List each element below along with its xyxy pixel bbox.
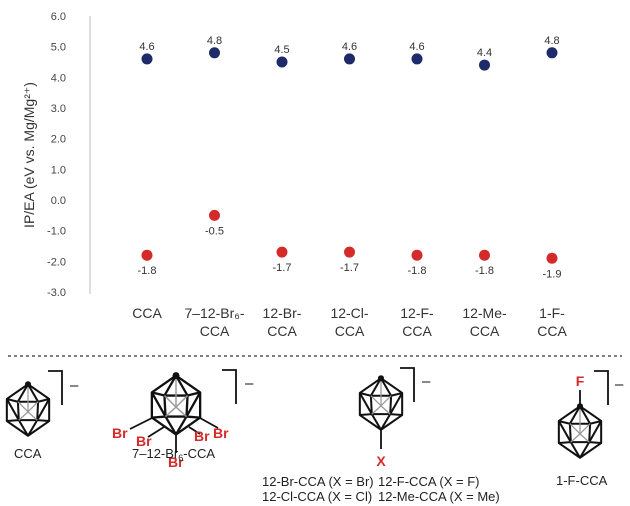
y-tick-label: 3.0	[51, 103, 66, 115]
y-axis: 6.0 5.0 4.0 3.0 2.0 1.0 0.0 -1.0 -2.0 -3.0 IP/EA …	[21, 11, 91, 299]
structure-cca: – CCA	[5, 370, 79, 461]
data-point	[479, 59, 490, 71]
data-point	[479, 249, 490, 261]
x-tick-label: 7–12-Br₆-CCA	[184, 305, 244, 339]
data-point	[209, 209, 220, 221]
substituent-br: Br	[194, 428, 210, 444]
data-label: -1.7	[340, 262, 359, 274]
carborane-cage-icon	[5, 380, 51, 437]
substituent-f: F	[576, 373, 585, 389]
structure-1-f-cca: F – 1-F-CCA	[556, 370, 624, 488]
br-substituent-labels: Br Br Br Br Br	[112, 425, 229, 470]
data-label: 4.6	[139, 41, 154, 53]
x-tick-label: 1-F-CCA	[537, 305, 567, 339]
x-tick-label: 12-F-CCA	[400, 305, 434, 339]
x-tick-labels: CCA 7–12-Br₆-CCA 12-Br-CCA 12-Cl-CCA 12-F-CC…	[132, 305, 567, 339]
carborane-cage-icon	[150, 370, 202, 436]
substituent-x: X	[376, 453, 386, 469]
data-label: 4.4	[477, 47, 492, 59]
y-tick-label: -3.0	[47, 287, 66, 299]
data-point	[276, 246, 288, 258]
structure-caption-br6-cca: 7–12-Br6-CCA	[132, 446, 215, 463]
carborane-cage-icon	[358, 374, 404, 431]
charge-bracket-icon	[400, 367, 415, 402]
y-tick-label: -1.0	[47, 226, 66, 238]
data-points	[141, 47, 558, 264]
structures: – CCA – Br Br Br Br Br 7–12-Br6-CCA	[5, 367, 624, 504]
y-tick-label: 0.0	[51, 195, 66, 207]
data-label: -1.8	[475, 265, 494, 277]
x-tick-label: 12-Cl-CCA	[330, 305, 368, 339]
br-substituent-bonds	[129, 417, 219, 453]
y-tick-label: 6.0	[51, 11, 66, 23]
x-tick-label: CCA	[132, 305, 162, 321]
structure-caption-cca: CCA	[14, 446, 42, 461]
structure-br6-cca: – Br Br Br Br Br 7–12-Br6-CCA	[112, 369, 254, 470]
y-tick-label: 5.0	[51, 42, 66, 54]
data-label: 4.5	[274, 44, 289, 56]
structure-caption-12-f-cca: 12-F-CCA (X = F)	[378, 474, 480, 489]
carborane-cage-icon	[557, 402, 603, 459]
data-point	[411, 249, 423, 261]
structure-caption-12-me-cca: 12-Me-CCA (X = Me)	[378, 489, 500, 504]
y-tick-label: 4.0	[51, 72, 66, 84]
substituent-br: Br	[213, 425, 229, 441]
charge-bracket-icon	[48, 370, 63, 405]
x-tick-label: 12-Br-CCA	[263, 305, 302, 339]
data-label: -1.7	[273, 262, 292, 274]
chart: 6.0 5.0 4.0 3.0 2.0 1.0 0.0 -1.0 -2.0 -3.0 IP/EA …	[21, 11, 567, 339]
structure-caption-12-cl-cca: 12-Cl-CCA (X = Cl)	[262, 489, 372, 504]
data-label: 4.8	[207, 35, 222, 47]
data-point	[546, 252, 558, 264]
substituent-br: Br	[112, 425, 128, 441]
x-tick-label: 12-Me-CCA	[462, 305, 507, 339]
substituent-br: Br	[136, 433, 152, 449]
data-label: -1.9	[543, 268, 562, 280]
data-label: 4.6	[342, 41, 357, 53]
data-point	[209, 47, 220, 59]
data-point	[141, 249, 153, 261]
data-label: 4.8	[544, 35, 559, 47]
charge-sign: –	[422, 373, 431, 390]
data-label: -0.5	[205, 225, 224, 237]
data-point	[276, 56, 288, 68]
data-point	[141, 53, 153, 65]
charge-sign: –	[615, 376, 624, 393]
y-tick-label: 2.0	[51, 134, 66, 146]
data-point	[344, 246, 355, 258]
data-label: -1.8	[138, 265, 157, 277]
data-point	[411, 53, 423, 65]
data-labels: 4.6 4.8 4.5 4.6 4.6 4.4 4.8 -1.8 -0.5 -1.7 -1.7 -1.…	[138, 35, 562, 280]
y-tick-label: -2.0	[47, 256, 66, 268]
data-point	[344, 53, 355, 65]
structure-caption-1-f-cca: 1-F-CCA	[556, 473, 608, 488]
structure-caption-12-br-cca: 12-Br-CCA (X = Br)	[262, 474, 374, 489]
charge-bracket-icon	[594, 370, 609, 405]
y-axis-label: IP/EA (eV vs. Mg/Mg²⁺)	[21, 82, 37, 228]
data-point	[546, 47, 558, 59]
data-label: 4.6	[409, 41, 424, 53]
substituent-br: Br	[168, 454, 184, 470]
y-tick-labels: 6.0 5.0 4.0 3.0 2.0 1.0 0.0 -1.0 -2.0 -3.0	[47, 11, 66, 299]
data-label: -1.8	[408, 265, 427, 277]
structure-12-x-cca: – X 12-Br-CCA (X = Br) 12-F-CCA (X = F) …	[262, 367, 500, 504]
charge-sign: –	[70, 377, 79, 394]
y-tick-label: 1.0	[51, 164, 66, 176]
charge-bracket-icon	[222, 369, 237, 404]
charge-sign: –	[245, 375, 254, 392]
